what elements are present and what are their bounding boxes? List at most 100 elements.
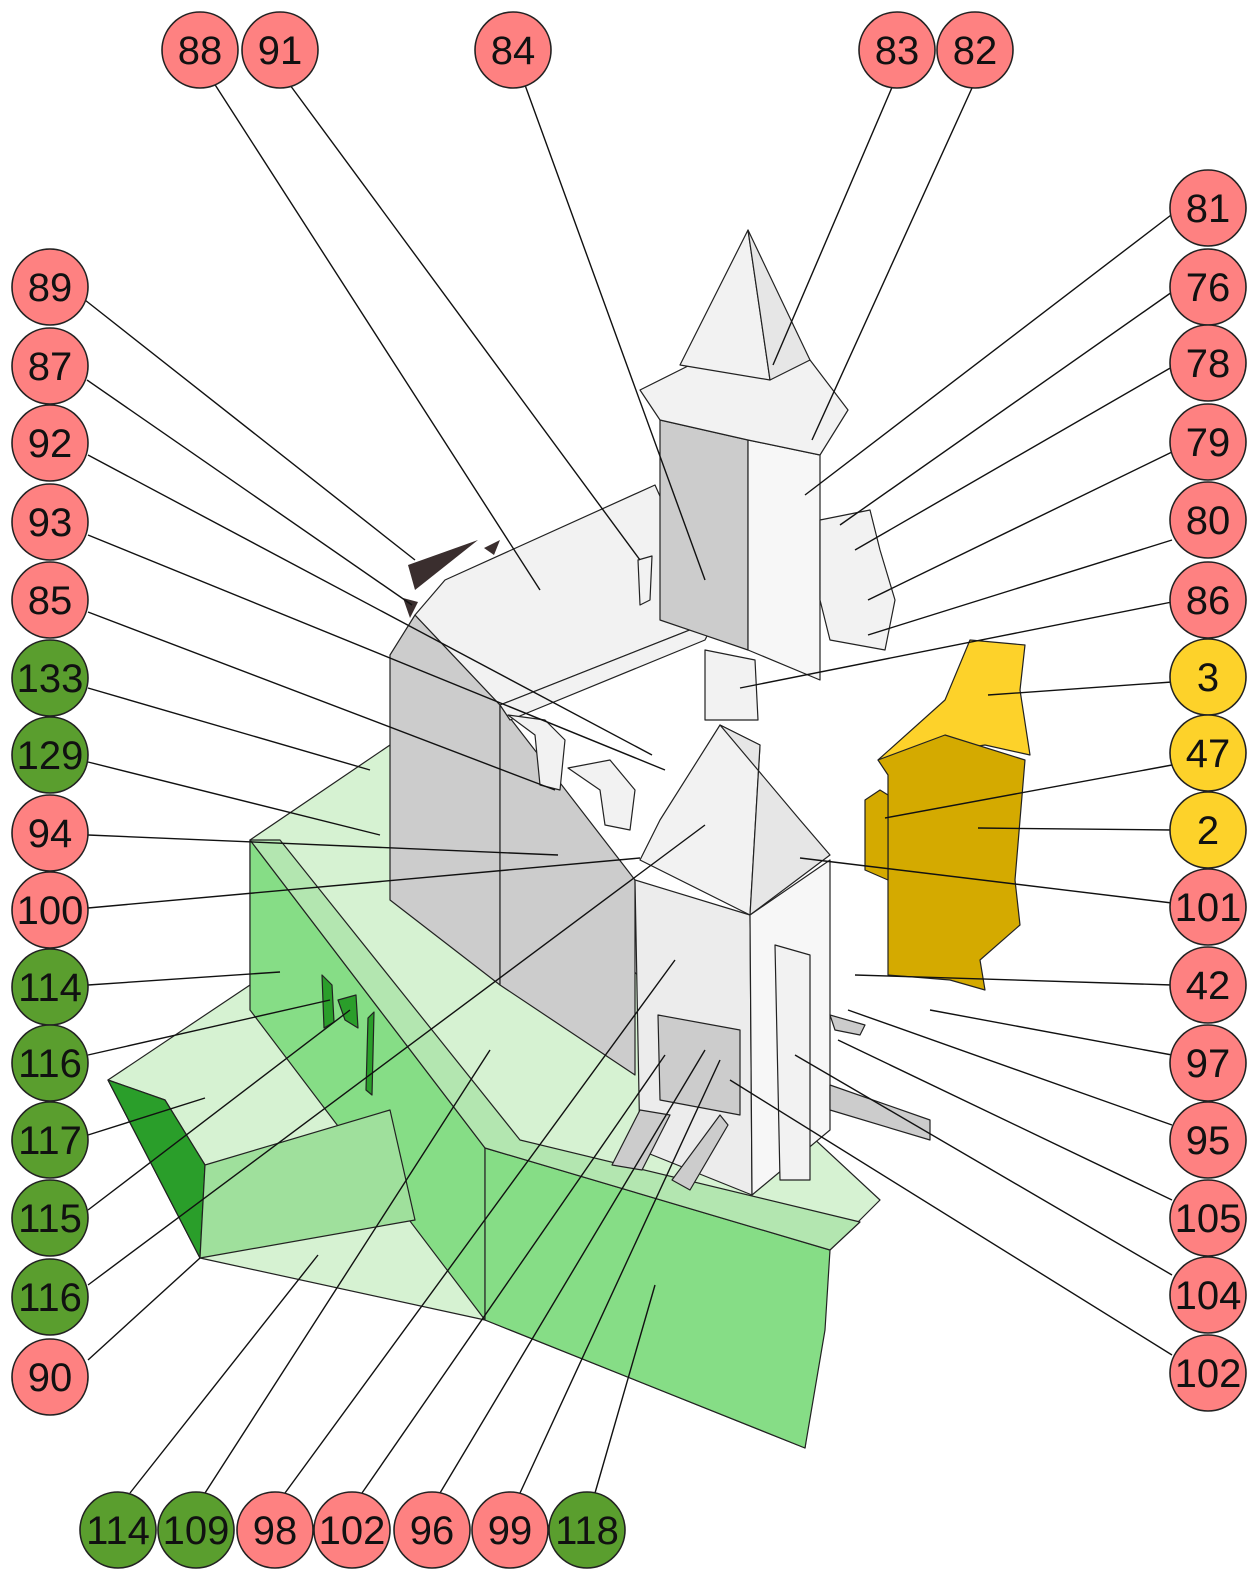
callout-c114-left: 114 [11, 948, 89, 1026]
battlement-b [567, 759, 636, 831]
hall-gable [499, 619, 716, 721]
callout-circle [79, 1491, 157, 1569]
callout-c94-left: 94 [11, 794, 89, 872]
ramp-front-2 [671, 1114, 729, 1191]
callout-number: 47 [1186, 732, 1231, 776]
callout-number: 80 [1186, 499, 1231, 543]
callout-c78-right: 78 [1169, 324, 1247, 402]
small-plate [829, 1014, 866, 1036]
callout-c92-left: 92 [11, 404, 89, 482]
leader-line-c83-top [772, 84, 894, 366]
leader-line-c100-left [87, 857, 641, 909]
callout-c99-bottom: 99 [471, 1491, 549, 1569]
callout-number: 90 [28, 1356, 73, 1400]
callout-number: 3 [1197, 656, 1219, 700]
buttress [774, 944, 811, 1181]
leader-line-c93-left [87, 534, 666, 771]
tower-spire-right [747, 229, 811, 381]
callout-circle [1169, 1179, 1247, 1257]
gate-opening [657, 1014, 741, 1116]
callout-circle [157, 1491, 235, 1569]
callout-c109-bottom: 109 [157, 1491, 235, 1569]
callout-number: 115 [18, 1197, 82, 1241]
leader-line-c116a-left [87, 999, 331, 1056]
callout-number: 114 [86, 1509, 150, 1553]
callout-c86-right: 86 [1169, 561, 1247, 639]
callout-number: 117 [18, 1119, 82, 1163]
callout-number: 100 [17, 889, 84, 933]
callout-circle [548, 1491, 626, 1569]
callout-c133-left: 133 [11, 639, 89, 717]
callout-circle [1169, 1101, 1247, 1179]
callout-circle [1169, 946, 1247, 1024]
callout-number: 109 [163, 1509, 230, 1553]
callout-c100-left: 100 [11, 871, 89, 949]
leader-line-c117-left [87, 1097, 206, 1136]
ground-and-walls [107, 744, 881, 1449]
ramp-front-1 [611, 1109, 671, 1171]
callout-number: 85 [28, 579, 73, 623]
callout-circle [474, 11, 552, 89]
callout-circle [1169, 714, 1247, 792]
callout-c85-left: 85 [11, 561, 89, 639]
callout-c93-left: 93 [11, 483, 89, 561]
callout-circle [11, 794, 89, 872]
tower-light-side [747, 439, 821, 681]
leader-line-c78-right [854, 366, 1173, 551]
leader-line-c90-left [87, 1257, 201, 1361]
callout-number: 129 [17, 734, 84, 778]
flag-low [403, 598, 418, 618]
leader-line-c79-right [867, 451, 1173, 601]
callout-c90-left: 90 [11, 1338, 89, 1416]
callout-c2-right: 2 [1169, 791, 1247, 869]
callout-c95-right: 95 [1169, 1101, 1247, 1179]
leader-line-c3-right [987, 681, 1173, 696]
leader-line-c104-right [794, 1054, 1173, 1276]
callout-circle [1169, 403, 1247, 481]
callout-number: 42 [1186, 964, 1231, 1008]
callout-c47-right: 47 [1169, 714, 1247, 792]
leader-line-c101-right [799, 857, 1173, 904]
callout-c118-bottom: 118 [548, 1491, 626, 1569]
callout-circle [1169, 868, 1247, 946]
callout-number: 118 [555, 1509, 619, 1553]
callout-c104-right: 104 [1169, 1256, 1247, 1334]
callout-circle [11, 248, 89, 326]
callout-c102-right: 102 [1169, 1334, 1247, 1412]
callout-number: 79 [1186, 421, 1231, 465]
leader-line-c81-right [804, 211, 1176, 496]
leader-line-c76-right [839, 291, 1173, 526]
rock-body [877, 734, 1026, 991]
leader-lines [84, 79, 1176, 1494]
callout-c105-right: 105 [1169, 1179, 1247, 1257]
callout-circle [1169, 1024, 1247, 1102]
callout-c87-left: 87 [11, 327, 89, 405]
callout-c115-left: 115 [11, 1179, 89, 1257]
rock-outcrop [864, 639, 1031, 991]
callout-c89-left: 89 [11, 248, 89, 326]
callout-circle [11, 1024, 89, 1102]
callout-circle [11, 561, 89, 639]
callout-c97-right: 97 [1169, 1024, 1247, 1102]
gate-post [365, 1011, 375, 1096]
leader-line-c94-left [87, 834, 559, 856]
callout-number: 84 [491, 29, 536, 73]
callout-number: 101 [1175, 886, 1242, 930]
callout-number: 116 [18, 1276, 82, 1320]
rock-top [877, 639, 1031, 761]
leader-line-c116b-left [87, 824, 706, 1286]
callout-circle [1169, 791, 1247, 869]
callout-number: 99 [488, 1509, 533, 1553]
callout-circle [241, 11, 319, 89]
callout-circle [1169, 481, 1247, 559]
callout-c117-left: 117 [11, 1101, 89, 1179]
callout-circle [1169, 1334, 1247, 1412]
gatehouse-roof-side [719, 724, 831, 916]
callout-number: 83 [875, 29, 920, 73]
callout-number: 91 [258, 29, 303, 73]
callout-c102-bottom: 102 [313, 1491, 391, 1569]
rock-ledge [864, 789, 889, 881]
callout-circle [11, 716, 89, 794]
callout-circle [313, 1491, 391, 1569]
callout-c116a-left: 116 [11, 1024, 89, 1102]
